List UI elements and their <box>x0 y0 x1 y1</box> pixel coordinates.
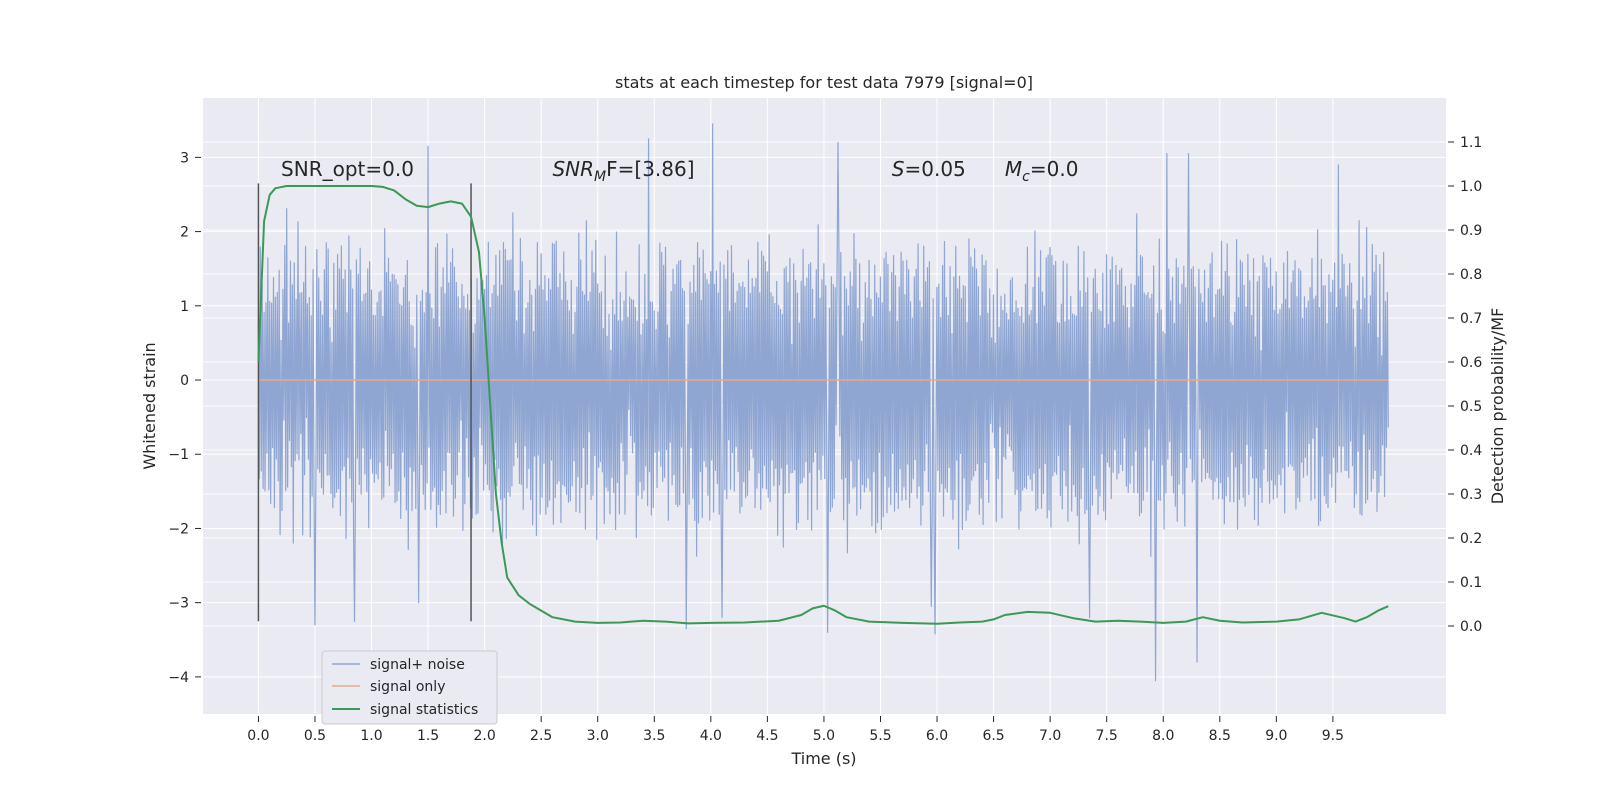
annotations: SNR_opt=0.0 SNRMF=[3.86] S=0.05 Mc=0.0 <box>281 157 1078 185</box>
legend-box <box>321 650 498 725</box>
legend-label-signal-only: signal only <box>370 679 445 695</box>
x-tick-label: 1.5 <box>417 728 439 744</box>
x-tick-label: 8.5 <box>1209 728 1231 744</box>
legend-label-signal-plus-noise: signal+ noise <box>370 657 465 673</box>
y2-tick-label: 0.8 <box>1460 267 1482 283</box>
series-signal-statistics <box>257 185 1389 625</box>
x-tick-label: 3.5 <box>643 728 665 744</box>
x-tick-label: 7.5 <box>1096 728 1118 744</box>
x-tick-label: 3.0 <box>587 728 609 744</box>
annotation-0: SNR_opt=0.0 <box>281 157 414 181</box>
y2-tick-label: 1.0 <box>1460 179 1482 195</box>
y2-tick-label: 0.2 <box>1460 531 1482 547</box>
x-tick-label: 7.0 <box>1039 728 1061 744</box>
x-tick-label: 6.0 <box>926 728 948 744</box>
x-tick-label: 0.5 <box>304 728 326 744</box>
y-tick-label: −3 <box>168 596 189 612</box>
x-tick-label: 4.5 <box>756 728 778 744</box>
y2-tick-labels: 1.1 1.0 0.9 0.8 0.7 0.6 0.5 0.4 0.3 0.2 0.1 0.0 <box>1448 135 1482 635</box>
x-tick-label: 9.5 <box>1322 728 1344 744</box>
x-axis-label: Time (s) <box>790 749 856 768</box>
y-tick-label: 1 <box>180 299 189 315</box>
x-tick-label: 2.0 <box>473 728 495 744</box>
x-tick-label: 9.0 <box>1265 728 1287 744</box>
chart-title: stats at each timestep for test data 797… <box>615 73 1033 92</box>
x-tick-label: 2.5 <box>530 728 552 744</box>
x-tick-label: 1.0 <box>360 728 382 744</box>
annotation-2: S=0.05 <box>892 157 966 181</box>
series-signal-plus-noise <box>257 123 1389 682</box>
x-tick-label: 5.5 <box>869 728 891 744</box>
y-tick-label: −4 <box>168 670 189 686</box>
y-axis-label: Whitened strain <box>140 342 159 469</box>
y2-tick-label: 0.5 <box>1460 399 1482 415</box>
y2-tick-label: 0.9 <box>1460 223 1482 239</box>
y2-tick-label: 1.1 <box>1460 135 1482 151</box>
vertical-markers <box>257 183 472 622</box>
annotation-1: SNRMF=[3.86] <box>552 157 694 185</box>
y2-tick-label: 0.3 <box>1460 487 1482 503</box>
y2-tick-label: 0.7 <box>1460 311 1482 327</box>
y2-tick-label: 0.6 <box>1460 355 1482 371</box>
x-tick-labels: 0.0 0.5 1.0 1.5 2.0 2.5 3.0 3.5 4.0 4.5 5.0 5.5 6.0 6… <box>247 716 1344 744</box>
x-tick-label: 8.0 <box>1152 728 1174 744</box>
legend-label-signal-statistics: signal statistics <box>370 702 478 718</box>
y2-axis-label: Detection probability/MF <box>1488 308 1507 505</box>
y-tick-label: 0 <box>180 373 189 389</box>
legend: signal+ noise signal only signal statist… <box>321 650 498 725</box>
x-tick-label: 6.5 <box>982 728 1004 744</box>
y-tick-label: 3 <box>180 150 189 166</box>
x-tick-label: 4.0 <box>700 728 722 744</box>
y2-tick-label: 0.1 <box>1460 575 1482 591</box>
x-tick-label: 5.0 <box>813 728 835 744</box>
y-tick-label: 2 <box>180 225 189 241</box>
y2-tick-label: 0.0 <box>1460 619 1482 635</box>
y2-tick-label: 0.4 <box>1460 443 1482 459</box>
y-tick-label: −1 <box>168 447 189 463</box>
noise-trace <box>257 123 1389 682</box>
stats-trace <box>257 185 1389 625</box>
annotation-3: Mc=0.0 <box>1005 157 1079 185</box>
y-tick-label: −2 <box>168 521 189 537</box>
y-tick-labels: 3 2 1 0 −1 −2 −3 −4 <box>168 150 201 686</box>
x-tick-label: 0.0 <box>247 728 269 744</box>
